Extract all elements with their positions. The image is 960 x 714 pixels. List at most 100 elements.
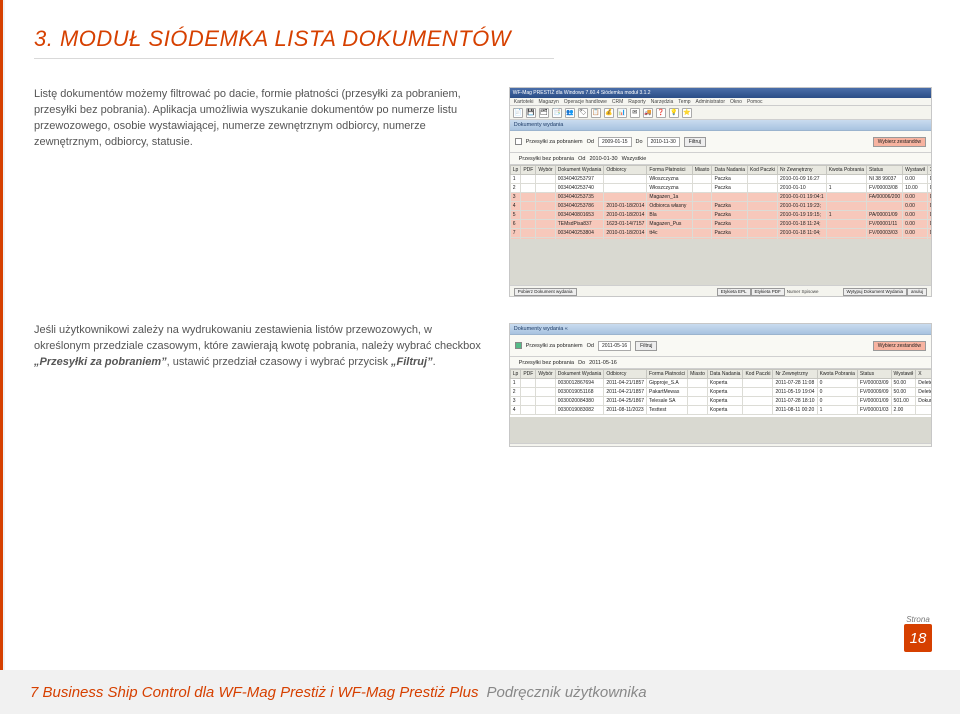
button[interactable]: Etykieta EPL bbox=[717, 288, 751, 296]
cell[interactable] bbox=[521, 175, 536, 184]
cell[interactable]: DoPonieśmia bbox=[927, 175, 931, 184]
cell[interactable] bbox=[536, 202, 555, 211]
cell[interactable] bbox=[536, 175, 555, 184]
cell[interactable]: Gipproje_S.A bbox=[647, 379, 688, 388]
select-button[interactable]: Wybierz zestandów bbox=[873, 341, 926, 351]
cell[interactable]: 2010-01-01 19:04:1 bbox=[778, 193, 827, 202]
cell[interactable] bbox=[826, 202, 866, 211]
button[interactable]: Etykieta PDF bbox=[751, 288, 785, 296]
cell[interactable]: 0034040801653 bbox=[555, 211, 604, 220]
cell[interactable]: DokumentWydania bbox=[927, 211, 931, 220]
col-header[interactable]: Kwota Pobrania bbox=[817, 370, 857, 379]
cell[interactable]: FA/00006/200 bbox=[867, 193, 903, 202]
cell[interactable] bbox=[692, 220, 712, 229]
cell[interactable]: Bla bbox=[647, 211, 692, 220]
button[interactable]: Pobierz Dokument wydania bbox=[514, 288, 577, 296]
cell[interactable] bbox=[688, 388, 708, 397]
cell[interactable]: 2010-01-18/2014 bbox=[604, 211, 647, 220]
cell[interactable] bbox=[748, 211, 778, 220]
cell[interactable] bbox=[604, 193, 647, 202]
toolbar-icon[interactable]: 📊 bbox=[617, 108, 627, 118]
col-header[interactable]: Lp bbox=[510, 370, 521, 379]
cell[interactable]: 2011-07-28 11:08 bbox=[773, 379, 817, 388]
cell[interactable]: Telesale SA bbox=[647, 397, 688, 406]
cell[interactable]: FV/00003/09 bbox=[857, 379, 891, 388]
cell[interactable]: 2010-01-18/2014 bbox=[604, 202, 647, 211]
button[interactable]: anuluj bbox=[907, 288, 927, 296]
cell[interactable]: 501.00 bbox=[891, 397, 916, 406]
data-grid[interactable]: LpPDFWybórDokument WydaniaOdbiorcyForma … bbox=[510, 165, 931, 239]
cell[interactable]: 0.00 bbox=[903, 229, 928, 238]
col-header[interactable]: Kod Paczki bbox=[748, 166, 778, 175]
cell[interactable] bbox=[712, 193, 748, 202]
cell[interactable] bbox=[692, 175, 712, 184]
cell[interactable] bbox=[826, 175, 866, 184]
cell[interactable]: PA/00001/09 bbox=[867, 211, 903, 220]
cell[interactable]: NI 38 99037 bbox=[867, 175, 903, 184]
col-header[interactable]: Forma Płatności bbox=[647, 370, 688, 379]
cell[interactable] bbox=[536, 211, 555, 220]
menu-item[interactable]: Narzędzia bbox=[651, 99, 674, 105]
toolbar-icon[interactable]: ⭐ bbox=[682, 108, 692, 118]
col-header[interactable]: Dokument Wydania bbox=[555, 370, 604, 379]
cell[interactable] bbox=[604, 175, 647, 184]
toolbar[interactable]: 📄💾🗂📑👥🏷📋💰📊✉🚚❓💡⭐ bbox=[510, 106, 931, 120]
cell[interactable]: DokumentWydania bbox=[927, 202, 931, 211]
cell[interactable]: DokumentWydania bbox=[927, 229, 931, 238]
cell[interactable]: 2.00 bbox=[891, 406, 916, 415]
col-header[interactable]: Miasto bbox=[688, 370, 708, 379]
cell[interactable] bbox=[748, 184, 778, 193]
filter-button[interactable]: Filtruj bbox=[635, 341, 657, 351]
col-header[interactable]: PDF bbox=[521, 370, 536, 379]
cell[interactable]: 3 bbox=[510, 193, 521, 202]
cell[interactable]: 2010-01-18 11:00; bbox=[778, 238, 827, 240]
cell[interactable]: 1 bbox=[510, 379, 521, 388]
cell[interactable]: Koperta bbox=[707, 406, 743, 415]
toolbar-icon[interactable]: 🚚 bbox=[643, 108, 653, 118]
cell[interactable]: 2011-04-25/1867 bbox=[604, 397, 647, 406]
col-header[interactable]: Forma Płatności bbox=[647, 166, 692, 175]
cell[interactable]: 0030020084380 bbox=[555, 397, 604, 406]
cell[interactable]: FV/00003/03 bbox=[867, 229, 903, 238]
cell[interactable]: DokumentWydając bbox=[916, 397, 931, 406]
cell[interactable]: FV/00001/44 bbox=[867, 238, 903, 240]
col-header[interactable]: Status bbox=[867, 166, 903, 175]
cell[interactable] bbox=[748, 175, 778, 184]
cell[interactable]: Paczka bbox=[712, 211, 748, 220]
toolbar-icon[interactable]: 💰 bbox=[604, 108, 614, 118]
cell[interactable] bbox=[536, 184, 555, 193]
filter-bar-2[interactable]: Przesyłki bez pobrania Od 2010-01-30 Wsz… bbox=[510, 153, 931, 165]
cell[interactable]: 2 bbox=[510, 388, 521, 397]
col-header[interactable]: X bbox=[916, 370, 931, 379]
cell[interactable]: 2011-04-21/1857 bbox=[604, 388, 647, 397]
cell[interactable]: DoPonieśm bbox=[927, 193, 931, 202]
menu-item[interactable]: Kartoteki bbox=[514, 99, 534, 105]
cell[interactable]: 2010-01-09 16:27 bbox=[778, 175, 827, 184]
col-header[interactable]: Odbiorcy bbox=[604, 370, 647, 379]
cell[interactable]: 0.00 bbox=[903, 202, 928, 211]
cell[interactable] bbox=[748, 193, 778, 202]
cell[interactable] bbox=[826, 220, 866, 229]
cell[interactable]: 0030019051168 bbox=[555, 388, 604, 397]
cell[interactable]: 2011-08-11/2023 bbox=[604, 406, 647, 415]
menu-item[interactable]: Operacje handlowe bbox=[564, 99, 607, 105]
cell[interactable]: Paczka bbox=[712, 229, 748, 238]
button[interactable]: Wytypuj Dokument Wydania bbox=[843, 288, 907, 296]
cell[interactable] bbox=[688, 379, 708, 388]
cell[interactable] bbox=[692, 193, 712, 202]
cell[interactable]: 2 bbox=[510, 184, 521, 193]
cell[interactable]: 2010-01-18/2014 bbox=[604, 229, 647, 238]
toolbar-icon[interactable]: 👥 bbox=[565, 108, 575, 118]
cell[interactable]: tt4c bbox=[647, 229, 692, 238]
cell[interactable]: 2011-05-19 19:04 bbox=[773, 388, 817, 397]
cell[interactable] bbox=[743, 397, 773, 406]
cell[interactable] bbox=[743, 379, 773, 388]
cell[interactable] bbox=[536, 397, 555, 406]
cell[interactable]: 0034040253786 bbox=[555, 202, 604, 211]
col-header[interactable]: Data Nadania bbox=[707, 370, 743, 379]
cell[interactable]: 1 bbox=[510, 175, 521, 184]
cell[interactable] bbox=[521, 211, 536, 220]
cell[interactable] bbox=[536, 388, 555, 397]
menu-item[interactable]: Administrator bbox=[696, 99, 725, 105]
cell[interactable] bbox=[521, 193, 536, 202]
